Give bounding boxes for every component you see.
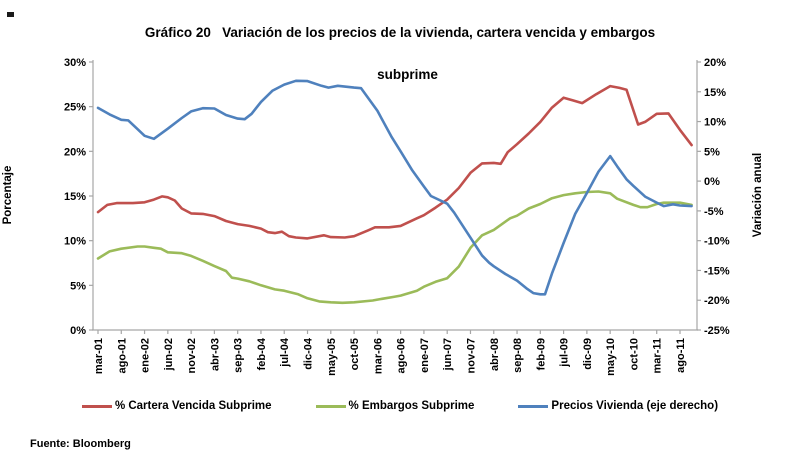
x-axis-tick-label: oct-05 bbox=[349, 338, 361, 370]
x-axis-tick-label: nov-07 bbox=[465, 338, 477, 373]
x-axis-tick-label: mar-11 bbox=[652, 338, 664, 373]
x-axis-tick-label: jun-07 bbox=[442, 338, 454, 371]
y-axis-right-tick-label: -20% bbox=[704, 295, 730, 307]
chart-legend: % Cartera Vencida Subprime % Embargos Sub… bbox=[0, 400, 800, 412]
y-axis-left-tick-label: 30% bbox=[64, 57, 86, 69]
x-axis-tick-label: ago-06 bbox=[396, 338, 408, 373]
y-axis-left-tick-label: 20% bbox=[64, 146, 86, 158]
y-axis-right-tick-label: -15% bbox=[704, 265, 730, 277]
x-axis-tick-label: oct-10 bbox=[628, 338, 640, 370]
x-axis-tick-label: mar-01 bbox=[93, 338, 105, 374]
y-axis-right-tick-label: 10% bbox=[704, 117, 726, 129]
chart-title-line1: Gráfico 20 Variación de los precios de l… bbox=[144, 25, 656, 40]
legend-label-1: % Embargos Subprime bbox=[348, 400, 475, 412]
legend-label-0: % Cartera Vencida Subprime bbox=[114, 400, 272, 412]
y-axis-right-tick-label: -25% bbox=[704, 325, 730, 337]
x-axis-tick-label: abr-08 bbox=[489, 338, 501, 371]
y-axis-left-tick-label: 5% bbox=[70, 280, 86, 292]
series-line-2 bbox=[96, 79, 693, 296]
source-note: Fuente: Bloomberg bbox=[30, 438, 131, 450]
y-axis-right-tick-label: 5% bbox=[704, 146, 720, 158]
y-axis-right-tick-label: -10% bbox=[704, 236, 730, 248]
x-axis-tick-label: dic-09 bbox=[582, 338, 594, 370]
x-axis-tick-label: abr-03 bbox=[209, 338, 221, 371]
x-axis-tick-label: ene-07 bbox=[419, 338, 431, 373]
legend-swatch-2 bbox=[518, 404, 549, 408]
legend-swatch-1 bbox=[315, 404, 346, 408]
chart-title: Gráfico 20 Variación de los precios de l… bbox=[0, 22, 800, 85]
x-axis-tick-label: ago-11 bbox=[675, 338, 687, 373]
x-axis-tick-label: jul-04 bbox=[279, 337, 291, 368]
y-axis-right-tick-label: -5% bbox=[704, 206, 724, 218]
x-axis-tick-label: feb-04 bbox=[256, 337, 268, 370]
y-axis-right-tick-label: 15% bbox=[704, 87, 726, 99]
y-axis-left-tick-label: 25% bbox=[64, 102, 86, 114]
legend-swatch-0 bbox=[81, 404, 112, 408]
y-axis-right-tick-label: 20% bbox=[704, 57, 726, 69]
series-line-0 bbox=[96, 84, 693, 240]
x-axis-tick-label: mar-06 bbox=[372, 338, 384, 374]
x-axis-tick-label: may-10 bbox=[605, 338, 617, 376]
legend-item-2: Precios Vivienda (eje derecho) bbox=[518, 400, 718, 412]
y-axis-right-tick-label: 0% bbox=[704, 176, 720, 188]
chart-title-line2: subprime bbox=[377, 67, 438, 82]
series-line-1 bbox=[96, 190, 693, 305]
x-axis-tick-label: ago-01 bbox=[116, 338, 128, 373]
x-axis-tick-label: nov-02 bbox=[186, 338, 198, 373]
corner-mark bbox=[7, 12, 14, 17]
x-axis-tick-label: sep-08 bbox=[512, 338, 524, 373]
legend-label-2: Precios Vivienda (eje derecho) bbox=[551, 400, 719, 412]
x-axis-tick-label: may-05 bbox=[326, 338, 338, 376]
x-axis-tick-label: jun-02 bbox=[163, 338, 175, 371]
x-axis-tick-label: dic-04 bbox=[303, 337, 315, 370]
legend-item-1: % Embargos Subprime bbox=[315, 400, 475, 412]
legend-item-0: % Cartera Vencida Subprime bbox=[81, 400, 272, 412]
x-axis-tick-label: jul-09 bbox=[559, 338, 571, 368]
y-axis-left-tick-label: 0% bbox=[70, 325, 86, 337]
y-axis-left-tick-label: 10% bbox=[64, 236, 86, 248]
x-axis-tick-label: sep-03 bbox=[233, 338, 245, 373]
x-axis-tick-label: ene-02 bbox=[140, 338, 152, 373]
x-axis-tick-label: feb-09 bbox=[535, 338, 547, 370]
y-axis-left-tick-label: 15% bbox=[64, 191, 86, 203]
